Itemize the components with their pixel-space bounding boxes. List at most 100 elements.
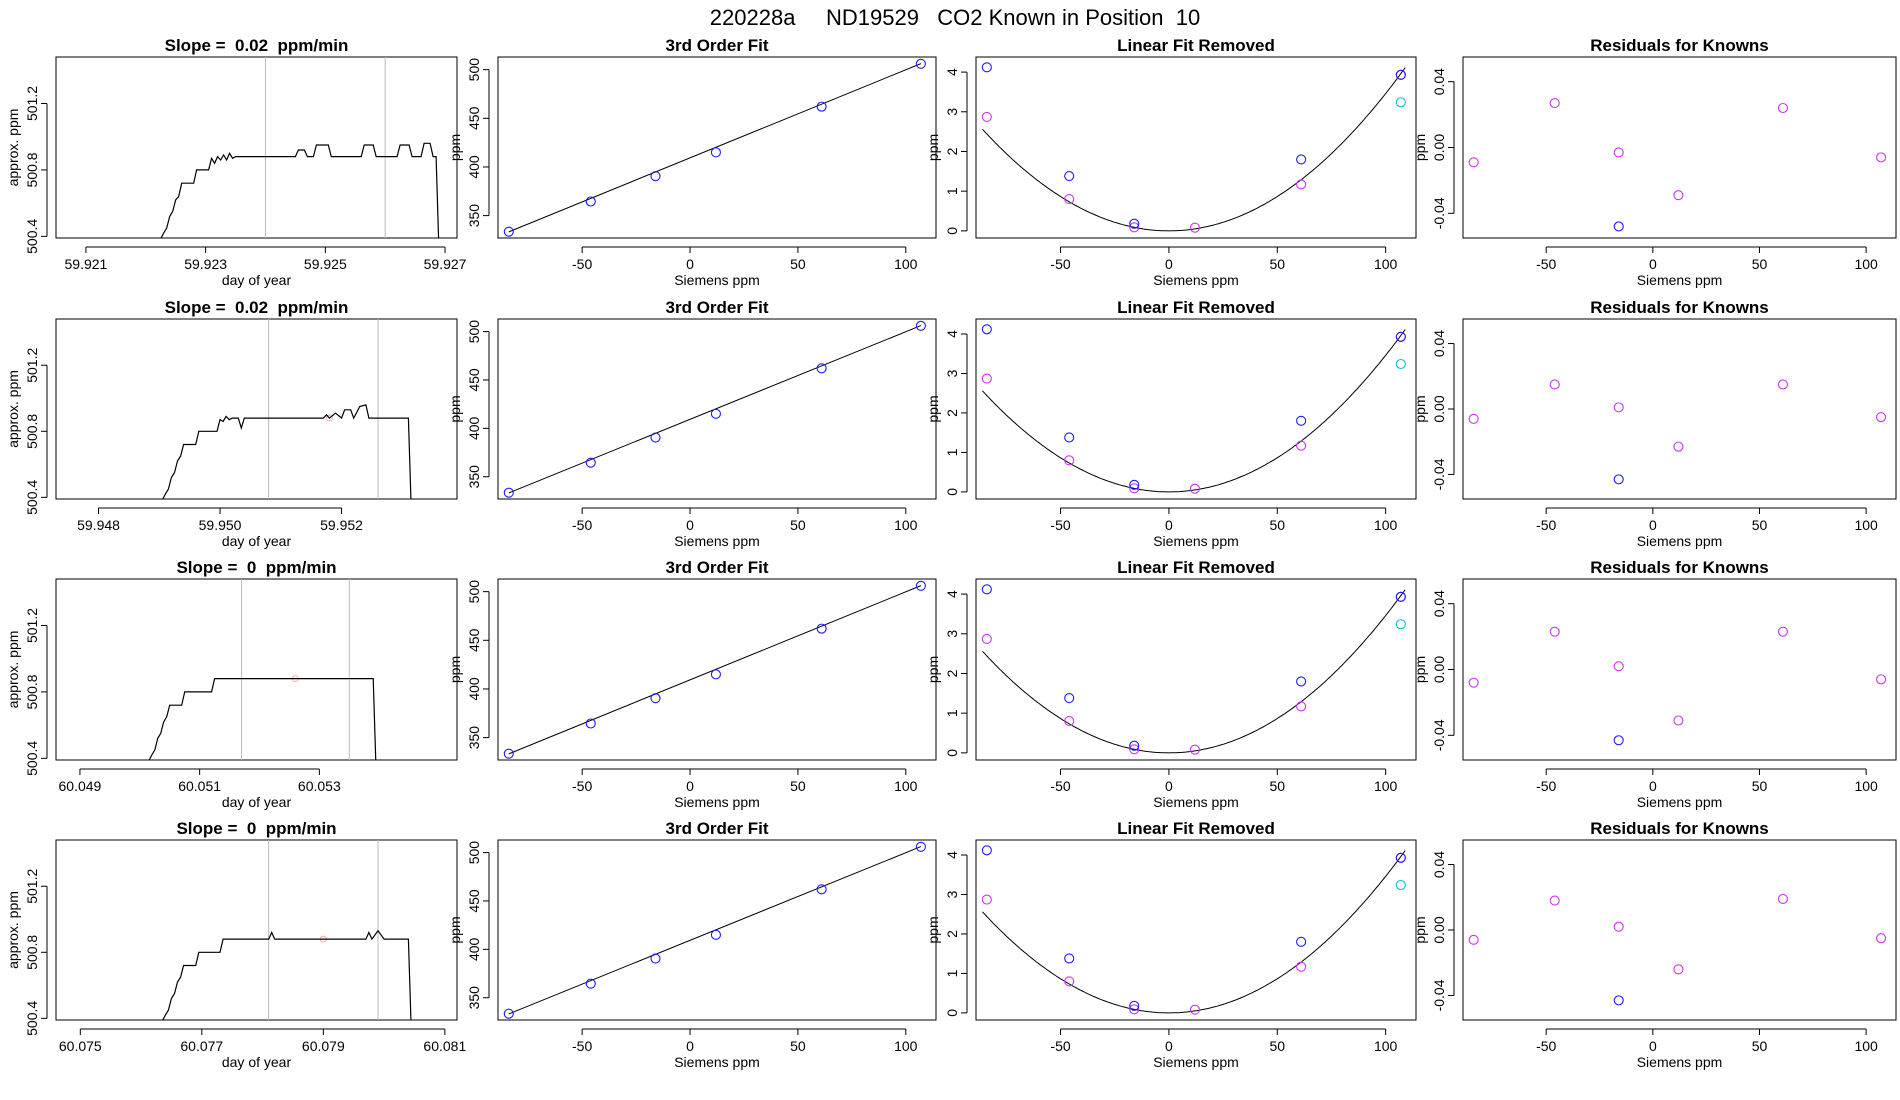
x-tick-label: 50: [1752, 256, 1768, 272]
plot-frame: [55, 318, 458, 500]
x-tick-label: 100: [1854, 517, 1878, 533]
plot-frame: [975, 56, 1417, 239]
residuals-title: Residuals for Knowns: [1590, 298, 1769, 317]
residual-sample-point: [1549, 379, 1560, 390]
x-axis-label: Siemens ppm: [1637, 272, 1723, 288]
residuals-panel: -50 0 50 100 Siemens ppm -0.04 0.00 0.04 ppm Resi…: [1412, 558, 1897, 810]
x-tick-label: 0: [1165, 1038, 1173, 1054]
x-tick-label: 50: [1752, 778, 1768, 794]
x-tick-label: 50: [1269, 1038, 1285, 1054]
x-tick-label: 100: [1374, 1038, 1398, 1054]
x-tick-label: 50: [1752, 1038, 1768, 1054]
y-tick-label: 1: [944, 969, 960, 977]
y-tick-label: 450: [466, 889, 482, 913]
time-series-area: [162, 840, 412, 1020]
y-tick-label: 400: [466, 937, 482, 961]
known-point: [710, 147, 721, 158]
y-tick-label: 400: [466, 155, 482, 179]
y-tick-label: 400: [466, 416, 482, 440]
known-point: [1395, 852, 1406, 863]
known-point: [816, 363, 827, 374]
x-tick-label: 50: [1269, 256, 1285, 272]
x-tick-label: 0: [1649, 517, 1657, 533]
y-tick-label: 500.8: [24, 935, 40, 970]
y-axis-label: ppm: [925, 134, 941, 161]
known-point: [981, 62, 992, 73]
y-tick-label: 3: [944, 630, 960, 638]
x-tick-label: 60.051: [178, 778, 221, 794]
y-tick-label: 0.00: [1431, 656, 1447, 683]
co2-trace-line: [162, 929, 412, 1020]
sample-point: [1296, 179, 1307, 190]
y-tick-label: 0: [944, 227, 960, 235]
x-tick-label: 0: [1649, 1038, 1657, 1054]
residual-sample-point: [1876, 412, 1887, 423]
x-axis-label: day of year: [222, 533, 292, 549]
quadratic-curve: [982, 329, 1406, 493]
y-tick-label: 501.2: [24, 608, 40, 643]
x-axis-label: Siemens ppm: [1637, 1054, 1723, 1070]
y-tick-label: 501.2: [24, 348, 40, 383]
plot-frame: [497, 56, 937, 239]
sample-point: [1064, 716, 1075, 727]
x-tick-label: 0: [1165, 256, 1173, 272]
sample-point: [1064, 455, 1075, 466]
y-tick-label: 500: [466, 320, 482, 344]
x-axis-label: Siemens ppm: [1153, 794, 1239, 810]
known-point: [650, 171, 661, 182]
quadratic-curve: [982, 67, 1406, 232]
y-tick-label: 500: [466, 841, 482, 865]
y-tick-label: 500.4: [24, 1001, 40, 1036]
y-tick-label: 0.00: [1431, 916, 1447, 943]
x-tick-label: -50: [572, 517, 592, 533]
sample-point: [1129, 483, 1140, 494]
plot-frame: [1462, 578, 1897, 761]
x-tick-label: -50: [1536, 256, 1556, 272]
residuals-title: Residuals for Knowns: [1590, 36, 1769, 55]
residuals-title: Residuals for Knowns: [1590, 819, 1769, 838]
y-tick-label: 350: [466, 204, 482, 228]
known-point: [585, 196, 596, 207]
x-axis-label: day of year: [222, 1054, 292, 1070]
known-point: [1129, 740, 1140, 751]
plot-frame: [975, 318, 1417, 500]
time-series-area: [162, 319, 412, 499]
y-tick-label: -0.04: [1431, 979, 1447, 1011]
y-axis-label: ppm: [1412, 916, 1428, 943]
x-tick-label: 50: [1269, 517, 1285, 533]
fit-title: 3rd Order Fit: [666, 558, 769, 577]
known-point: [1064, 171, 1075, 182]
residual-sample-point: [1468, 157, 1479, 168]
known-point: [915, 580, 926, 591]
y-tick-label: 0.04: [1431, 590, 1447, 617]
x-tick-label: 50: [790, 778, 806, 794]
x-tick-label: 100: [894, 1038, 918, 1054]
residual-sample-point: [1777, 379, 1789, 390]
y-tick-label: 450: [466, 106, 482, 130]
y-tick-label: 0: [944, 1009, 960, 1017]
x-axis-label: Siemens ppm: [1153, 1054, 1239, 1070]
x-tick-label: 0: [1165, 517, 1173, 533]
y-tick-label: 500: [466, 58, 482, 82]
residual-sample-point: [1549, 98, 1560, 109]
linear-title: Linear Fit Removed: [1117, 298, 1275, 317]
residual-sample-point: [1876, 152, 1887, 163]
plot-frame: [975, 578, 1417, 761]
x-axis-label: Siemens ppm: [674, 533, 760, 549]
x-tick-label: 100: [1374, 517, 1398, 533]
x-axis-label: Siemens ppm: [1153, 533, 1239, 549]
sample-point: [1296, 961, 1307, 972]
residual-known-point: [1613, 735, 1624, 746]
x-axis-label: Siemens ppm: [1637, 533, 1723, 549]
y-axis-label: ppm: [447, 134, 463, 161]
x-tick-label: 100: [1854, 1038, 1878, 1054]
y-tick-label: 1: [944, 709, 960, 717]
known-point: [1296, 676, 1307, 687]
y-tick-label: 2: [944, 409, 960, 417]
y-tick-label: 501.2: [24, 86, 40, 121]
residual-sample-point: [1468, 934, 1479, 945]
known-point: [816, 884, 827, 895]
residual-sample-point: [1673, 715, 1684, 726]
